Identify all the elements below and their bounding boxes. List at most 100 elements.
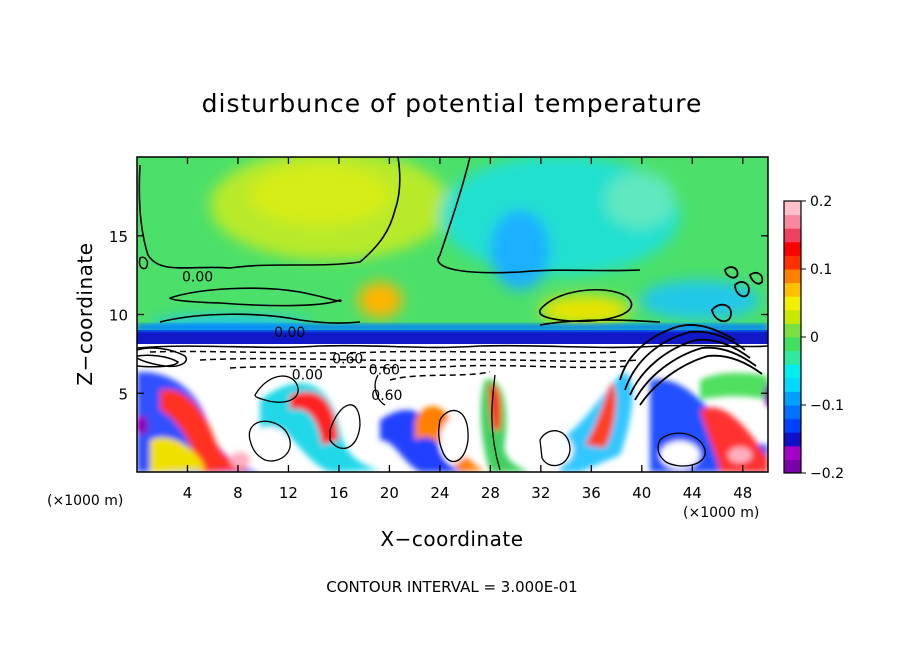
purple-spot-2	[764, 383, 768, 407]
x-unit-label-left: (×1000 m)	[47, 493, 123, 509]
x-tick-label: 12	[279, 484, 298, 502]
lower-contour-3	[329, 404, 361, 450]
turbulent-right-green	[700, 372, 768, 400]
cluster-small-2	[734, 281, 750, 298]
colorbar	[784, 201, 801, 474]
dense-contour-cluster	[619, 266, 764, 406]
contour-zero-band-2	[159, 313, 361, 324]
dashed-contour-1	[149, 350, 621, 354]
colorbar-tick-label: −0.2	[810, 466, 844, 482]
colorbar-swatch	[784, 296, 801, 311]
dashed-contour-3	[229, 364, 631, 369]
left-cluster-1	[137, 347, 187, 368]
contour-zero-band-3	[538, 288, 633, 323]
dashed-contours	[149, 350, 641, 381]
colorbar-swatch	[784, 459, 801, 474]
cluster-line-4	[639, 354, 763, 406]
x-tick-label: 32	[531, 484, 550, 502]
x-tick-label: 16	[329, 484, 348, 502]
contour-label: 0.00	[182, 270, 213, 286]
colorbar-ticks: 0.2 0.1 0 −0.1 −0.2	[801, 194, 844, 482]
x-tick-label: 28	[481, 484, 500, 502]
contour-label-layer: 0.00 0.00 0.00 0.60 0.60 0.60	[182, 270, 402, 404]
dashed-contour-4	[389, 371, 491, 381]
turbulent-yellow-left	[150, 437, 205, 472]
lower-contour-4	[438, 409, 469, 462]
colorbar-swatch	[784, 405, 801, 420]
colorbar-swatch	[784, 214, 801, 229]
colorbar-swatch	[784, 241, 801, 256]
contour-zero-top-left	[138, 157, 401, 269]
colorbar-swatch	[784, 228, 801, 243]
warm-region-upper-left-core	[250, 165, 390, 225]
cool-region-core	[490, 210, 550, 290]
colorbar-swatch	[784, 377, 801, 392]
left-cluster-3	[138, 256, 149, 270]
colorbar-tick-label: −0.1	[810, 398, 844, 414]
warm-patch-30	[358, 282, 402, 318]
x-tick-label: 20	[380, 484, 399, 502]
colorbar-swatch	[784, 445, 801, 460]
x-tick-label: 24	[430, 484, 449, 502]
colorbar-swatch	[784, 364, 801, 379]
cluster-line-1	[624, 330, 746, 391]
white-core-4	[660, 441, 700, 469]
blue-band-edge	[137, 324, 768, 331]
chart-title: disturbunce of potential temperature	[202, 89, 703, 118]
contour-zero-top-mid	[437, 157, 641, 274]
cool-band-right	[640, 280, 760, 320]
lower-contour-8	[491, 374, 501, 471]
contour-zero-band-4	[539, 319, 661, 326]
white-core-2	[440, 418, 470, 462]
contour-label: 0.00	[274, 325, 305, 341]
colorbar-swatch	[784, 323, 801, 338]
pink-spot-1	[230, 452, 250, 468]
y-tick-label: 15	[109, 228, 128, 246]
x-tick-label: 44	[683, 484, 702, 502]
colorbar-tick-label: 0.1	[810, 262, 832, 278]
colorbar-swatch	[784, 391, 801, 406]
x-unit-label-right: (×1000 m)	[683, 505, 759, 521]
x-tick-label: 4	[183, 484, 193, 502]
cluster-small-1	[711, 303, 732, 323]
colorbar-tick-label: 0	[810, 330, 819, 346]
y-axis-ticks: 5 10 15	[109, 228, 768, 403]
contour-label: 0.60	[332, 352, 363, 368]
warm-patch-28	[540, 295, 630, 325]
colorbar-swatch	[784, 418, 801, 433]
contour-label: 0.60	[369, 363, 400, 379]
purple-spot-1	[137, 415, 148, 435]
colorbar-swatch	[784, 432, 801, 447]
x-tick-label: 48	[733, 484, 752, 502]
left-cluster-2	[137, 354, 179, 368]
colorbar-tick-label: 0.2	[810, 194, 832, 210]
colorbar-swatch	[784, 309, 801, 324]
colorbar-swatch	[784, 282, 801, 297]
warm-spot-right	[605, 172, 675, 228]
turbulent-red-36	[585, 382, 616, 448]
lower-contour-7	[374, 374, 386, 406]
dashed-contour-2	[199, 357, 641, 363]
colorbar-swatch	[784, 255, 801, 270]
colorbar-swatch	[784, 269, 801, 284]
heatmap-field	[137, 157, 768, 472]
cluster-line-3	[634, 346, 757, 401]
pink-spot-2	[728, 447, 752, 463]
x-axis-title: X−coordinate	[380, 527, 523, 551]
turbulent-mid-blue	[380, 410, 470, 472]
contour-zero-band-1	[169, 287, 342, 307]
white-core-1	[250, 427, 290, 463]
lower-contour-5	[539, 430, 571, 467]
contour-label: 0.60	[371, 388, 402, 404]
x-tick-label: 40	[632, 484, 651, 502]
left-contour-cluster	[137, 256, 187, 368]
x-tick-label: 8	[233, 484, 243, 502]
cluster-line-5	[619, 324, 736, 381]
turbulent-mid-red	[290, 392, 338, 445]
colorbar-swatch	[784, 201, 801, 216]
colorbar-swatch	[784, 337, 801, 352]
y-tick-label: 10	[109, 307, 128, 325]
cluster-small-4	[748, 271, 764, 285]
cluster-small-3	[724, 266, 739, 279]
